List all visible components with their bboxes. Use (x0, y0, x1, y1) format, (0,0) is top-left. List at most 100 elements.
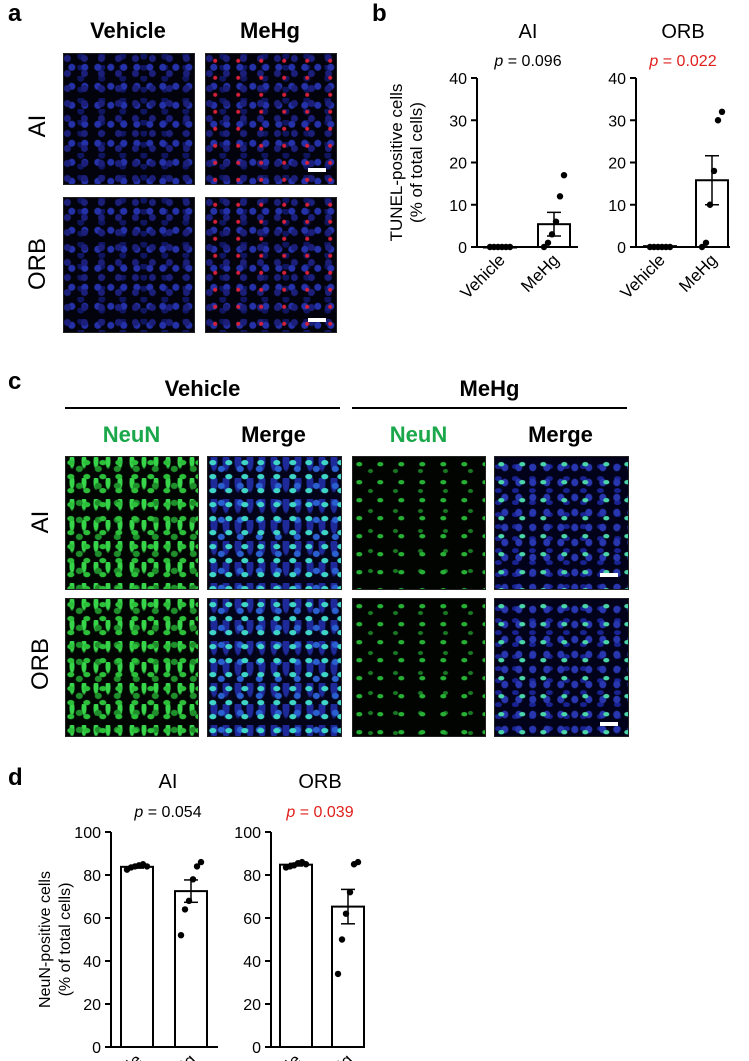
b-ORB-y-tick-label: 0 (617, 240, 626, 257)
d-AI-y-tick-label: 0 (92, 1040, 101, 1057)
b-AI-data-point (556, 193, 564, 200)
b-ORB-data-point (666, 243, 674, 251)
d-AI-y-tick-label: 60 (83, 911, 101, 928)
b-AI-y-axis-label: (% of total cells) (407, 102, 426, 223)
group-underline-vehicle (65, 407, 340, 409)
d-ORB-title: ORB (298, 771, 341, 793)
micrograph-c-ai-vehicle-neun (65, 456, 199, 590)
panel-a-label: a (8, 0, 22, 27)
micrograph-c-orb-mehg-merge (494, 598, 629, 737)
d-AI-subtitle: p = 0.054 (133, 804, 201, 821)
micrograph-c-orb-mehg-neun (352, 598, 486, 737)
b-ORB-data-point (710, 167, 718, 175)
b-ORB-y-tick-label: 10 (608, 198, 626, 215)
micrograph-a-orb-mehg (205, 197, 337, 333)
b-AI-x-tick-label-vehicle: Vehicle (457, 250, 509, 302)
d-AI-x-tick-label-vehicle: Vehicle (94, 1050, 146, 1061)
d-ORB-y-tick-label: 80 (243, 868, 261, 885)
panel-c-group-vehicle: Vehicle (164, 376, 241, 401)
d-AI-data-point (185, 897, 193, 904)
d-ORB-x-tick-label-mehg: MeHg (311, 1050, 357, 1061)
d-AI-title: AI (159, 771, 178, 793)
micrograph-a-ai-vehicle (63, 53, 195, 185)
scale-bar (600, 722, 618, 726)
b-ORB-data-point (706, 201, 714, 208)
b-AI-data-point (560, 171, 568, 179)
d-AI-data-point (143, 863, 151, 870)
b-ORB-data-point (702, 239, 710, 246)
b-ORB-x-tick-label-mehg: MeHg (675, 250, 721, 296)
panel-c-header-merge-mehg: Merge (528, 422, 593, 447)
b-AI-data-point (506, 243, 514, 251)
d-AI-y-axis-label: (% of total cells) (57, 883, 74, 997)
micrograph-c-orb-vehicle-neun (65, 598, 199, 737)
panel-a-header-vehicle: Vehicle (90, 18, 166, 43)
d-ORB-subtitle: p = 0.039 (285, 804, 353, 821)
b-AI-subtitle: p = 0.096 (493, 53, 561, 70)
b-ORB-data-point (718, 108, 726, 116)
micrograph-c-orb-vehicle-merge (207, 598, 342, 737)
b-AI-y-tick-label: 30 (449, 113, 467, 130)
b-ORB-y-tick-label: 30 (608, 113, 626, 130)
d-AI-bar-mehg (174, 890, 208, 1048)
b-ORB-x-tick-label-vehicle: Vehicle (617, 250, 669, 302)
panel-d-charts: AI p = 0.054 0 20 40 60 80 100 Vehicle MeHg NeuN-p… (37, 771, 365, 1061)
micrograph-a-ai-mehg (205, 53, 337, 185)
d-ORB-y-tick-label: 20 (243, 997, 261, 1014)
d-AI-data-point (189, 876, 197, 883)
d-AI-data-point (197, 858, 205, 866)
b-AI-y-tick-label: 20 (449, 156, 467, 173)
d-ORB-y-tick-label: 60 (243, 911, 261, 928)
d-ORB-data-point (334, 970, 342, 978)
d-ORB-data-point (346, 889, 354, 896)
group-underline-mehg (352, 407, 627, 409)
panel-c-label: c (8, 368, 22, 395)
d-AI-data-point (181, 906, 189, 913)
micrograph-c-ai-vehicle-merge (207, 456, 342, 590)
panel-c-header-neun-mehg: NeuN (389, 422, 448, 447)
d-ORB-y-tick-label: 0 (252, 1040, 261, 1057)
b-AI-y-axis-label: TUNEL-positive cells (387, 84, 406, 242)
d-ORB-data-point (354, 858, 362, 866)
b-ORB-y-tick-label: 40 (608, 71, 626, 88)
b-AI-y-tick-label: 0 (458, 240, 467, 257)
d-ORB-y-tick-label: 100 (234, 825, 261, 842)
b-AI-y-tick-label: 40 (449, 71, 467, 88)
b-AI-data-point (548, 231, 556, 238)
d-AI-data-point (193, 863, 201, 870)
b-AI-data-point (540, 243, 548, 251)
scale-bar (308, 168, 326, 172)
panel-c-group-mehg: MeHg (459, 376, 520, 401)
b-ORB-data-point (714, 117, 722, 124)
micrograph-c-ai-mehg-neun (352, 456, 486, 590)
d-ORB-data-point (302, 861, 310, 868)
b-AI-title: AI (519, 21, 538, 43)
d-ORB-data-point (338, 936, 346, 943)
panel-a-header-mehg: MeHg (240, 18, 300, 43)
b-ORB-data-point (698, 243, 706, 251)
d-ORB-y-tick-label: 40 (243, 954, 261, 971)
b-ORB-title: ORB (661, 21, 704, 43)
d-AI-y-tick-label: 100 (74, 825, 101, 842)
panel-c-row-ai: AI (27, 510, 54, 534)
d-ORB-bar-vehicle (279, 863, 313, 1049)
d-AI-y-tick-label: 80 (83, 868, 101, 885)
d-AI-bar-vehicle (120, 865, 154, 1048)
d-AI-data-point (177, 932, 185, 939)
b-AI-data-point (544, 239, 552, 246)
panel-c-row-orb: ORB (27, 638, 54, 691)
b-ORB-y-tick-label: 20 (608, 156, 626, 173)
micrograph-c-ai-mehg-merge (494, 456, 629, 590)
panel-c-header-merge-vehicle: Merge (241, 422, 306, 447)
micrograph-a-orb-vehicle (63, 197, 195, 333)
d-AI-x-tick-label-mehg: MeHg (154, 1050, 200, 1061)
scale-bar (600, 573, 618, 577)
b-AI-x-tick-label-mehg: MeHg (517, 250, 563, 296)
panel-a-row-ai: AI (24, 114, 51, 138)
d-AI-y-tick-label: 20 (83, 997, 101, 1014)
b-AI-data-point (552, 218, 560, 225)
b-ORB-subtitle: p = 0.022 (648, 53, 716, 70)
panel-c-header-neun-vehicle: NeuN (102, 422, 161, 447)
panel-a-row-orb: ORB (24, 238, 51, 291)
